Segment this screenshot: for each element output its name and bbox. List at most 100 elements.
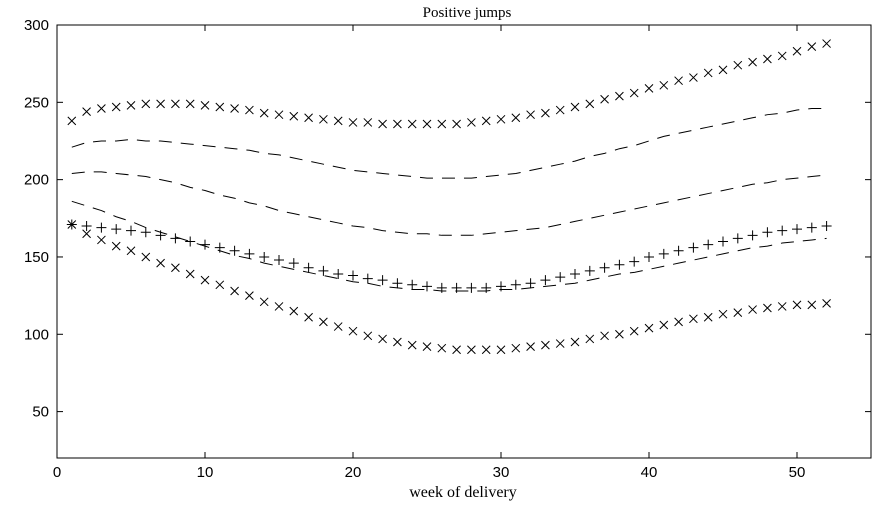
x-marker-point [526,110,535,120]
x-marker-point [733,60,743,70]
x-tick-label: 10 [197,464,214,481]
x-marker-point [822,39,831,48]
x-marker-point [777,51,787,61]
x-marker-point [185,269,195,279]
plus-marker-point [333,268,344,279]
x-marker-point [644,323,654,333]
x-marker-point [615,91,624,101]
x-marker-point [378,334,387,344]
x-marker-point [807,42,817,52]
x-marker-point [67,116,77,126]
x-marker-point [393,119,402,129]
x-marker-point [763,54,772,64]
x-marker-point [511,113,521,123]
plus-marker-point [392,278,403,289]
plus-marker-point [451,282,462,293]
x-marker-point [215,280,225,290]
x-marker-point [452,119,461,129]
x-tick-label: 30 [493,464,510,481]
x-marker-point [689,314,698,324]
series-4 [71,200,827,292]
plus-marker-point [126,225,136,236]
x-marker-point [807,300,817,310]
x-marker-point [467,345,476,355]
x-tick-label: 0 [53,464,61,481]
x-marker-point [615,329,624,339]
x-marker-point [363,118,373,127]
plus-marker-point [555,272,566,283]
plus-marker-point [658,248,669,259]
x-marker-point [437,119,447,129]
x-marker-point [822,299,831,308]
x-marker-point [156,258,165,268]
x-marker-point [82,107,91,116]
plus-marker-point [718,236,728,247]
x-marker-point [274,110,284,120]
y-tick-label: 300 [24,17,49,34]
x-marker-point [555,339,565,348]
plus-marker-point [274,255,284,266]
x-tick-label: 40 [641,464,658,481]
x-marker-point [259,297,269,307]
x-marker-point [585,99,595,109]
series-6 [67,220,831,355]
x-marker-point [245,105,254,115]
x-marker-point [792,300,802,310]
x-marker-point [348,326,358,336]
plus-marker-point [303,262,314,273]
x-tick-label: 20 [345,464,362,481]
plot-frame [56,24,872,459]
x-marker-point [422,342,432,352]
plus-marker-point [584,265,595,276]
x-marker-point [230,286,239,296]
x-marker-point [689,73,698,82]
x-marker-point [289,111,299,121]
plus-marker-point [81,221,92,232]
plus-marker-point [318,265,329,276]
x-marker-point [511,343,521,353]
x-marker-point [304,113,313,123]
x-marker-point [289,306,299,316]
x-marker-point [718,309,728,319]
series-5 [66,219,832,293]
x-marker-point [422,119,432,129]
plus-marker-point [599,262,610,273]
x-marker-point [481,345,491,355]
x-marker-point [496,114,506,124]
series-3 [71,171,827,236]
x-marker-point [97,104,106,113]
series-line [71,171,827,236]
plus-marker-point [688,242,699,253]
plus-marker-point [762,227,773,238]
x-marker-point [777,302,787,311]
plus-marker-point [436,282,447,293]
x-marker-point [467,118,476,127]
x-marker-point [496,345,506,355]
x-marker-point [67,220,77,229]
x-marker-point [733,308,743,317]
x-marker-point [319,317,328,327]
x-axis-label: week of delivery [409,484,517,501]
x-marker-point [348,118,358,127]
x-marker-point [97,235,106,245]
plus-marker-point [629,256,640,267]
x-marker-point [600,94,609,104]
plus-marker-point [732,233,743,244]
x-marker-point [541,108,550,118]
plus-marker-point [140,227,151,238]
x-marker-point [437,343,447,353]
plus-marker-point [806,222,817,233]
x-marker-point [541,340,550,350]
series-1 [67,39,831,129]
x-marker-point [585,334,595,344]
x-marker-point [200,101,210,110]
x-marker-point [570,337,580,347]
x-tick-label: 50 [789,464,806,481]
plus-marker-point [185,236,196,247]
x-marker-point [259,108,269,118]
plus-marker-point [348,270,358,281]
plus-marker-point [422,281,432,292]
series-line [71,200,827,292]
x-marker-point [703,68,713,78]
x-marker-point [659,320,669,330]
